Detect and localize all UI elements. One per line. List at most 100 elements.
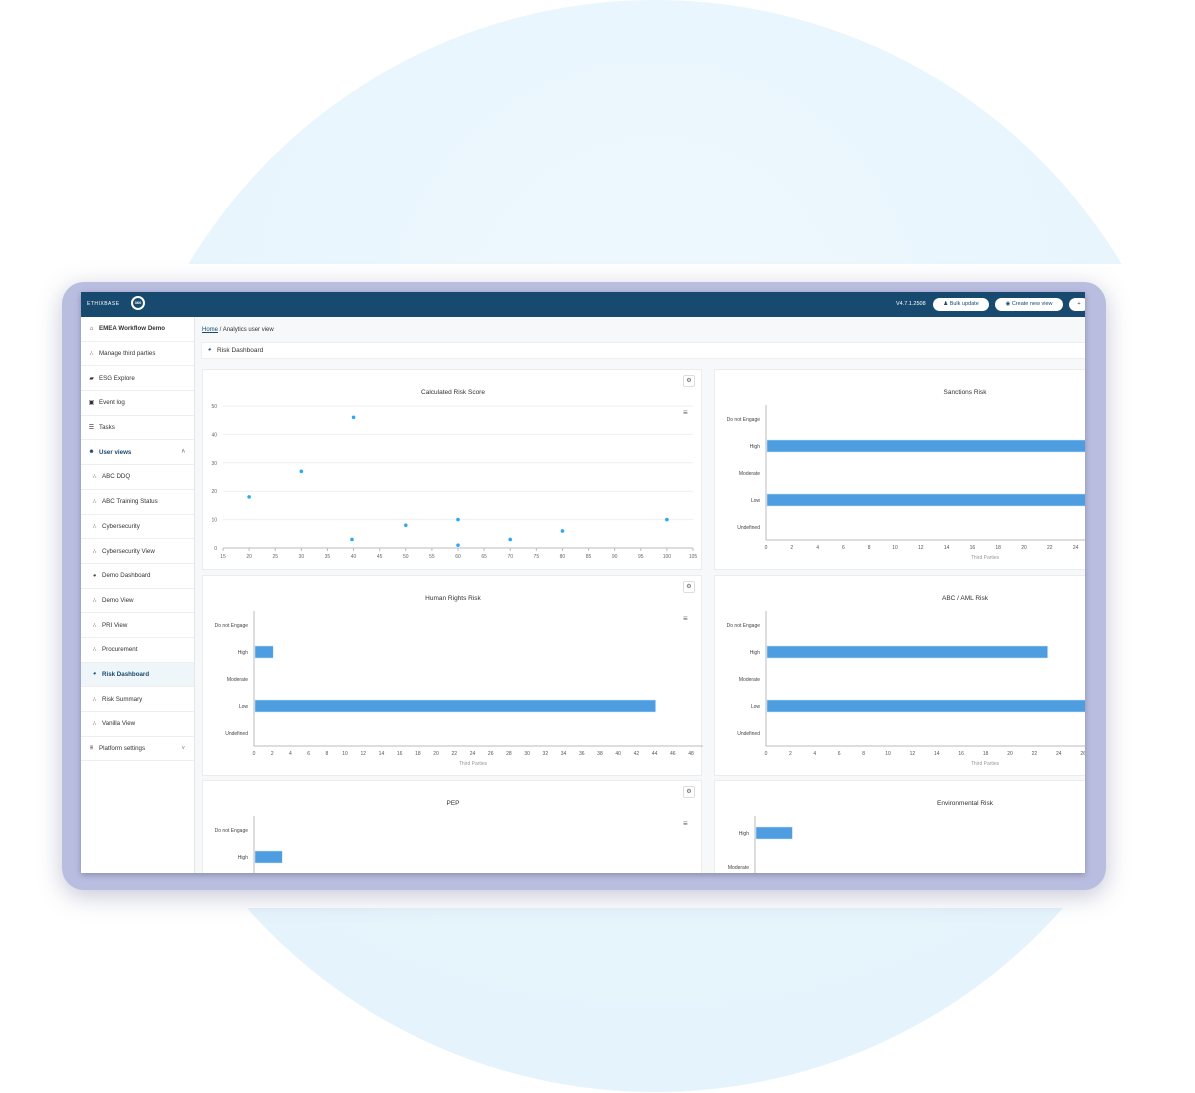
y-tick-label: 0	[214, 546, 217, 552]
settings-gear-icon[interactable]: ⚙	[683, 786, 695, 798]
chart-title: PEP	[446, 800, 459, 807]
bar	[755, 826, 793, 840]
pie-chart-icon: ◕	[92, 572, 97, 579]
sidebar-item-abc-training-status[interactable]: ∴ ABC Training Status	[81, 490, 194, 515]
x-tick-label: 34	[561, 751, 567, 757]
sidebar-item-label: Cybersecurity View	[102, 547, 155, 555]
user-icon: ♟	[943, 301, 950, 307]
x-tick-label: 20	[433, 751, 439, 757]
x-tick-label: 45	[377, 554, 383, 560]
logo-badge: 360	[131, 296, 145, 310]
category-label: Do not Engage	[727, 623, 761, 629]
bulk-update-button[interactable]: ♟ Bulk update	[933, 298, 989, 311]
sidebar-item-risk-dashboard[interactable]: ◕ Risk Dashboard	[81, 662, 194, 688]
chart-panel: Calculated Risk Score 0 10 20 30 40 50 15 20 25 30…	[202, 369, 702, 570]
x-tick-label: 20	[1007, 751, 1013, 757]
chart-menu-icon[interactable]: ≡	[683, 614, 688, 623]
sidebar-item-abc-ddq[interactable]: ∴ ABC DDQ	[81, 465, 194, 490]
sidebar-item-emea-workflow-demo[interactable]: ⌂ EMEA Workflow Demo	[81, 317, 194, 342]
category-label: High	[739, 831, 750, 837]
x-tick-label: 2	[790, 545, 793, 551]
chart-panel: Environmental Risk High Moderate	[714, 780, 1085, 873]
sidebar-item-procurement[interactable]: ∴ Procurement	[81, 638, 194, 663]
x-tick-label: 38	[597, 751, 603, 757]
x-tick-label: 18	[983, 751, 989, 757]
x-tick-label: 100	[663, 554, 672, 560]
x-tick-label: 36	[579, 751, 585, 757]
category-label: Undefined	[737, 731, 760, 737]
x-tick-label: 2	[789, 751, 792, 757]
chart-menu-icon[interactable]: ≡	[683, 408, 688, 417]
breadcrumb-home[interactable]: Home	[202, 327, 219, 333]
category-label: Moderate	[739, 471, 760, 477]
sidebar-item-esg-explore[interactable]: ▰ ESG Explore	[81, 366, 194, 392]
add-button[interactable]: +	[1069, 298, 1085, 311]
x-tick-label: 4	[816, 545, 819, 551]
logo[interactable]: ETHIXBASE	[87, 301, 120, 307]
x-tick-label: 44	[652, 751, 658, 757]
breadcrumb-separator: /	[218, 327, 223, 333]
sidebar-item-label: ABC Training Status	[102, 498, 158, 506]
sidebar-item-tasks[interactable]: ☰ Tasks	[81, 416, 194, 441]
settings-gear-icon[interactable]: ⚙	[683, 581, 695, 593]
x-tick-label: 35	[325, 554, 331, 560]
bar	[766, 493, 1085, 507]
category-label: Moderate	[728, 865, 749, 871]
data-point	[403, 523, 408, 528]
y-tick-label: 50	[211, 404, 217, 410]
chart-title: Calculated Risk Score	[421, 389, 485, 396]
x-tick-label: 24	[1073, 545, 1079, 551]
chart-menu-icon[interactable]: ≡	[683, 819, 688, 828]
sidebar-item-vanilla-view[interactable]: ∴ Vanilla View	[81, 712, 194, 737]
x-tick-label: 10	[885, 751, 891, 757]
sidebar-item-label: EMEA Workflow Demo	[99, 325, 166, 333]
data-point	[299, 469, 304, 474]
x-tick-label: 32	[543, 751, 549, 757]
top-bar: ETHIXBASE 360 V4.7.1.2508 ♟ Bulk update …	[81, 292, 1085, 317]
x-tick-label: 4	[289, 751, 292, 757]
sliders-icon: ⫵	[90, 745, 93, 752]
sidebar-item-user-views[interactable]: ☻ User views ˄	[81, 440, 194, 466]
data-point	[560, 529, 565, 533]
bar	[254, 850, 283, 864]
x-tick-label: 105	[689, 554, 698, 560]
x-tick-label: 2	[271, 751, 274, 757]
sidebar-item-demo-dashboard[interactable]: ◕ Demo Dashboard	[81, 564, 194, 589]
x-tick-label: 22	[1047, 545, 1053, 551]
sidebar-item-cybersecurity-view[interactable]: ∴ Cybersecurity View	[81, 539, 194, 564]
x-tick-label: 8	[325, 751, 328, 757]
network-icon: ∴	[92, 548, 97, 555]
chevron-down-icon[interactable]: ˅	[181, 745, 185, 752]
category-label: Moderate	[227, 677, 248, 683]
x-tick-label: 18	[415, 751, 421, 757]
network-icon: ∴	[92, 499, 97, 506]
page-title: Risk Dashboard	[217, 347, 264, 354]
sidebar-item-manage-third-parties[interactable]: ∴ Manage third parties	[81, 342, 194, 367]
create-new-view-button[interactable]: ◉ Create new view	[995, 298, 1063, 311]
category-label: High	[238, 650, 249, 656]
sidebar-item-cybersecurity[interactable]: ∴ Cybersecurity	[81, 515, 194, 540]
y-tick-label: 20	[211, 489, 217, 495]
chart-svg: Sanctions Risk Do not Engage High Moderate L…	[727, 389, 1085, 561]
category-label: Low	[239, 704, 249, 710]
x-tick-label: 6	[842, 545, 845, 551]
chart-svg: Environmental Risk High Moderate	[728, 800, 994, 873]
x-tick-label: 85	[586, 554, 592, 560]
category-label: High	[750, 650, 761, 656]
x-axis-title: Third Parties	[459, 761, 488, 767]
chart-title: Human Rights Risk	[425, 595, 481, 602]
x-tick-label: 42	[634, 751, 640, 757]
settings-gear-icon[interactable]: ⚙	[683, 375, 695, 387]
sidebar-item-label: Cybersecurity	[102, 522, 140, 530]
sidebar-item-pri-view[interactable]: ∴ PRI View	[81, 613, 194, 638]
x-tick-label: 46	[670, 751, 676, 757]
bar	[254, 645, 274, 659]
sidebar-item-risk-summary[interactable]: ∴ Risk Summary	[81, 687, 194, 712]
x-tick-label: 4	[813, 751, 816, 757]
chevron-up-icon[interactable]: ˄	[181, 449, 185, 456]
x-tick-label: 90	[612, 554, 618, 560]
sidebar-item-event-log[interactable]: ▣ Event log	[81, 391, 194, 416]
x-tick-label: 28	[506, 751, 512, 757]
sidebar-item-platform-settings[interactable]: ⫵ Platform settings ˅	[81, 737, 194, 762]
sidebar-item-demo-view[interactable]: ∴ Demo View	[81, 589, 194, 614]
